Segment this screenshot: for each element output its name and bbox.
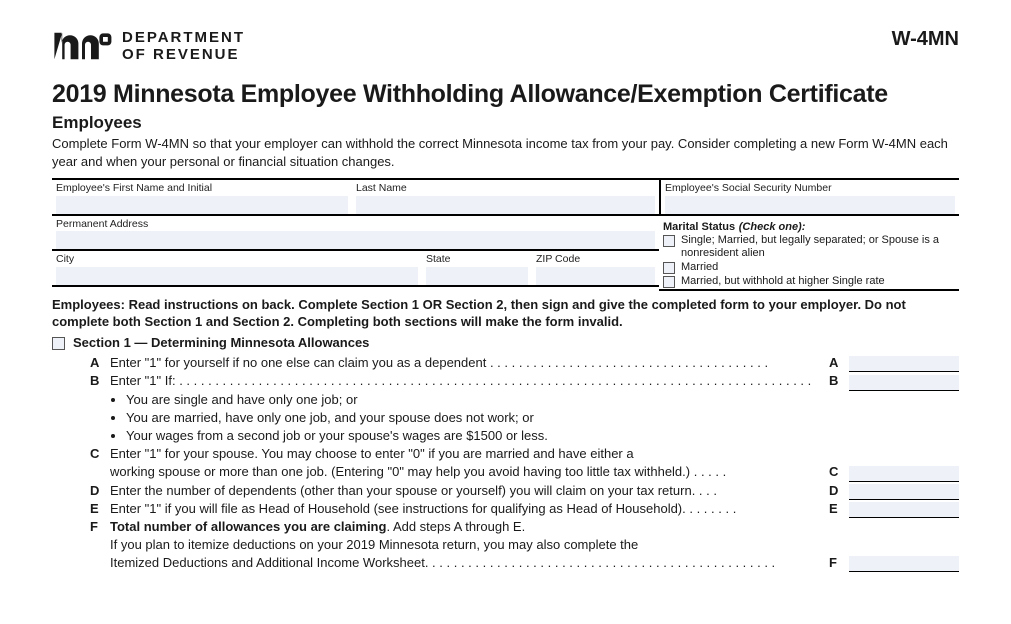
right-letter-c: C bbox=[829, 463, 843, 481]
b-bullet-3: Your wages from a second job or your spo… bbox=[126, 427, 959, 445]
city-label: City bbox=[56, 253, 418, 266]
letter-c: C bbox=[90, 445, 110, 463]
dept-name: DEPARTMENT OF REVENUE bbox=[122, 29, 245, 64]
checkbox-married[interactable] bbox=[663, 262, 675, 274]
allowance-list: A Enter "1" for yourself if no one else … bbox=[90, 354, 959, 572]
checkbox-single[interactable] bbox=[663, 235, 675, 247]
checkbox-married-single-rate[interactable] bbox=[663, 276, 675, 288]
text-a: Enter "1" for yourself if no one else ca… bbox=[110, 354, 821, 372]
section1-title: Section 1 — Determining Minnesota Allowa… bbox=[73, 335, 369, 350]
letter-a: A bbox=[90, 354, 110, 372]
letter-f: F bbox=[90, 518, 110, 536]
last-name-input[interactable] bbox=[356, 196, 655, 214]
input-e[interactable] bbox=[849, 502, 959, 518]
text-e: Enter "1" if you will file as Head of Ho… bbox=[110, 500, 821, 518]
state-label: State bbox=[426, 253, 528, 266]
input-b[interactable] bbox=[849, 375, 959, 391]
marital-head-note: (Check one): bbox=[739, 221, 806, 233]
instructions-text: Employees: Read instructions on back. Co… bbox=[52, 297, 959, 331]
text-f2: If you plan to itemize deductions on you… bbox=[110, 536, 959, 554]
state-input[interactable] bbox=[426, 267, 528, 285]
last-name-label: Last Name bbox=[356, 182, 655, 195]
first-name-label: Employee's First Name and Initial bbox=[56, 182, 348, 195]
marital-opt2-text: Married bbox=[681, 261, 718, 274]
b-bullet-1: You are single and have only one job; or bbox=[126, 391, 959, 409]
form-code: W-4MN bbox=[892, 28, 959, 51]
input-f[interactable] bbox=[849, 556, 959, 572]
letter-b: B bbox=[90, 372, 110, 390]
input-d[interactable] bbox=[849, 484, 959, 500]
text-f1: Total number of allowances you are claim… bbox=[110, 518, 959, 536]
address-label: Permanent Address bbox=[56, 218, 655, 231]
f-rest: . Add steps A through E. bbox=[386, 519, 525, 534]
logo-block: DEPARTMENT OF REVENUE bbox=[52, 28, 245, 64]
zip-label: ZIP Code bbox=[536, 253, 655, 266]
marital-option-single: Single; Married, but legally separated; … bbox=[663, 234, 955, 260]
zip-input[interactable] bbox=[536, 267, 655, 285]
allowance-c-line1: C Enter "1" for your spouse. You may cho… bbox=[90, 445, 959, 463]
dept-line2: OF REVENUE bbox=[122, 46, 245, 63]
header: DEPARTMENT OF REVENUE W-4MN bbox=[52, 28, 959, 64]
input-c[interactable] bbox=[849, 466, 959, 482]
allowance-a: A Enter "1" for yourself if no one else … bbox=[90, 354, 959, 372]
mn-logo-icon bbox=[52, 28, 112, 64]
marital-opt1-text: Single; Married, but legally separated; … bbox=[681, 234, 955, 260]
marital-option-married: Married bbox=[663, 261, 955, 274]
text-f3: Itemized Deductions and Additional Incom… bbox=[110, 554, 821, 572]
address-input[interactable] bbox=[56, 231, 655, 249]
allowance-f-line1: F Total number of allowances you are cla… bbox=[90, 518, 959, 536]
section1-header: Section 1 — Determining Minnesota Allowa… bbox=[52, 335, 959, 350]
marital-status-heading: Marital Status (Check one): bbox=[663, 218, 955, 233]
page-subtitle: Employees bbox=[52, 113, 959, 133]
right-letter-d: D bbox=[829, 482, 843, 500]
f-bold: Total number of allowances you are claim… bbox=[110, 519, 386, 534]
marital-opt3-text: Married, but withhold at higher Single r… bbox=[681, 275, 885, 288]
right-letter-e: E bbox=[829, 500, 843, 518]
right-letter-f: F bbox=[829, 554, 843, 572]
allowance-b: B Enter "1" If: . . . . . . . . . . . . … bbox=[90, 372, 959, 390]
dept-line1: DEPARTMENT bbox=[122, 29, 245, 46]
b-bullet-2: You are married, have only one job, and … bbox=[126, 409, 959, 427]
allowance-c-line2: working spouse or more than one job. (En… bbox=[90, 463, 959, 481]
page-title: 2019 Minnesota Employee Withholding Allo… bbox=[52, 80, 959, 109]
employee-fields: Employee's First Name and Initial Last N… bbox=[52, 178, 959, 291]
letter-d: D bbox=[90, 482, 110, 500]
marital-option-married-single-rate: Married, but withhold at higher Single r… bbox=[663, 275, 955, 288]
text-d: Enter the number of dependents (other th… bbox=[110, 482, 821, 500]
allowance-f-line3: Itemized Deductions and Additional Incom… bbox=[90, 554, 959, 572]
city-input[interactable] bbox=[56, 267, 418, 285]
right-letter-b: B bbox=[829, 372, 843, 390]
text-c1: Enter "1" for your spouse. You may choos… bbox=[110, 445, 959, 463]
marital-head-text: Marital Status bbox=[663, 221, 735, 233]
intro-text: Complete Form W-4MN so that your employe… bbox=[52, 135, 959, 170]
allowance-f-line2: If you plan to itemize deductions on you… bbox=[90, 536, 959, 554]
input-a[interactable] bbox=[849, 356, 959, 372]
allowance-e: E Enter "1" if you will file as Head of … bbox=[90, 500, 959, 518]
allowance-d: D Enter the number of dependents (other … bbox=[90, 482, 959, 500]
text-b: Enter "1" If: . . . . . . . . . . . . . … bbox=[110, 372, 821, 390]
ssn-label: Employee's Social Security Number bbox=[665, 182, 955, 195]
ssn-input[interactable] bbox=[665, 196, 955, 214]
checkbox-section1[interactable] bbox=[52, 337, 65, 350]
b-bullets: You are single and have only one job; or… bbox=[126, 391, 959, 446]
text-c2: working spouse or more than one job. (En… bbox=[110, 463, 821, 481]
right-letter-a: A bbox=[829, 354, 843, 372]
letter-e: E bbox=[90, 500, 110, 518]
first-name-input[interactable] bbox=[56, 196, 348, 214]
